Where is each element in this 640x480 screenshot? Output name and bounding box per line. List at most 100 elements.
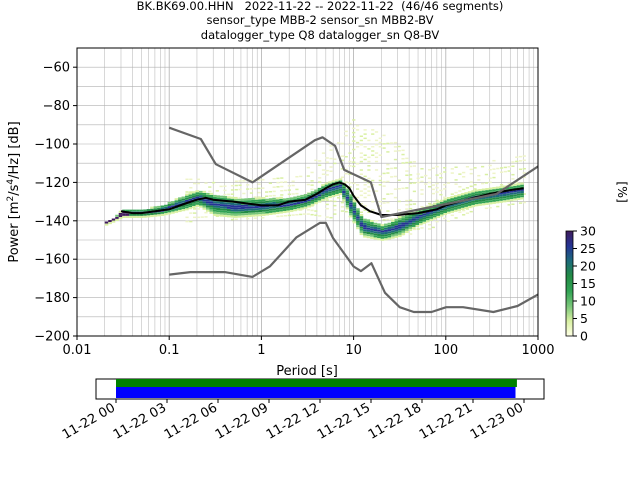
density-cell-low xyxy=(503,166,507,169)
density-cell xyxy=(520,182,524,185)
density-cell xyxy=(178,201,182,204)
density-cell-low xyxy=(272,186,276,188)
density-cell-low xyxy=(371,146,375,148)
density-cell xyxy=(237,207,242,210)
density-cell xyxy=(492,201,496,204)
density-cell xyxy=(282,198,287,201)
density-cell xyxy=(282,208,287,211)
density-cell xyxy=(405,222,409,225)
density-cell xyxy=(373,226,378,229)
density-cell xyxy=(178,210,182,213)
density-cell-low xyxy=(409,174,413,176)
density-cell xyxy=(356,218,360,221)
density-cell xyxy=(342,184,346,187)
density-cell xyxy=(111,220,116,223)
colorbar-tick-label: 15 xyxy=(580,276,596,291)
density-cell-low xyxy=(511,203,515,205)
density-cell xyxy=(363,218,367,221)
density-cell xyxy=(261,211,266,214)
density-cell xyxy=(223,195,228,198)
density-cell xyxy=(174,210,179,213)
density-cell xyxy=(450,204,454,207)
density-cell xyxy=(310,193,315,196)
density-cell-low xyxy=(397,149,401,152)
density-cell xyxy=(254,197,259,200)
colorbar-tick-label: 0 xyxy=(580,329,588,344)
density-cell xyxy=(520,197,524,200)
density-cell-low xyxy=(249,179,254,182)
density-cell xyxy=(352,206,357,209)
density-cell-low xyxy=(253,217,257,219)
density-cell-low xyxy=(352,148,356,151)
density-cell xyxy=(206,199,210,202)
density-cell-low xyxy=(287,185,291,187)
density-cell-low xyxy=(386,218,390,221)
density-cell xyxy=(324,188,329,191)
density-cell xyxy=(275,199,280,202)
density-cell-low xyxy=(348,122,352,125)
density-cell-low xyxy=(492,159,496,162)
density-cell xyxy=(192,201,196,204)
density-cell xyxy=(132,213,137,216)
density-cell-low xyxy=(439,177,443,179)
density-cell xyxy=(380,234,385,237)
density-cell xyxy=(464,202,468,205)
density-cell-low xyxy=(295,175,299,178)
density-cell-low xyxy=(242,192,246,195)
density-cell xyxy=(293,209,297,212)
density-cell-low xyxy=(412,190,416,193)
density-cell-low xyxy=(367,211,371,214)
density-cell xyxy=(219,197,224,200)
density-cell xyxy=(384,238,388,241)
density-cell xyxy=(150,212,154,215)
density-cell xyxy=(460,203,465,206)
density-cell xyxy=(495,186,500,189)
density-cell-low xyxy=(378,137,382,140)
density-cell xyxy=(387,237,392,240)
density-cell xyxy=(366,219,371,222)
density-cell xyxy=(223,215,228,218)
density-cell xyxy=(377,238,381,241)
density-cell-low xyxy=(499,184,504,186)
density-cell xyxy=(185,206,189,209)
density-cell-low xyxy=(393,150,398,152)
density-cell xyxy=(370,234,374,237)
density-cell-low xyxy=(295,213,299,216)
density-cell xyxy=(478,193,482,196)
density-cell-low xyxy=(280,215,284,217)
density-cell-low xyxy=(257,183,261,185)
density-cell-low xyxy=(257,196,261,198)
density-cell xyxy=(464,194,468,197)
density-cell xyxy=(391,226,395,229)
density-cell xyxy=(122,213,126,216)
density-cell xyxy=(247,208,252,211)
density-cell xyxy=(398,226,402,229)
density-cell xyxy=(247,198,252,201)
density-cell xyxy=(293,202,297,205)
density-cell-low xyxy=(299,175,303,178)
density-cell xyxy=(244,213,249,216)
density-cell xyxy=(219,204,224,207)
density-cell xyxy=(230,202,235,205)
density-cell-low xyxy=(325,199,329,201)
density-cell xyxy=(199,195,203,198)
density-cell xyxy=(219,210,224,213)
density-cell xyxy=(209,207,214,210)
density-cell-low xyxy=(450,172,454,174)
density-cell xyxy=(226,213,231,216)
density-cell xyxy=(303,200,308,203)
density-cell xyxy=(481,199,486,202)
density-cell xyxy=(240,213,245,216)
density-cell-low xyxy=(344,168,348,171)
density-cell-low xyxy=(318,215,322,217)
density-cell-low xyxy=(223,185,227,187)
density-cell xyxy=(199,205,203,208)
y-tick-label: −140 xyxy=(34,214,70,229)
density-cell xyxy=(206,209,210,212)
density-cell xyxy=(394,231,399,234)
density-cell xyxy=(506,199,510,202)
density-cell xyxy=(282,200,287,203)
density-cell-low xyxy=(409,161,413,163)
density-cell xyxy=(345,207,350,210)
density-cell-low xyxy=(272,177,276,180)
